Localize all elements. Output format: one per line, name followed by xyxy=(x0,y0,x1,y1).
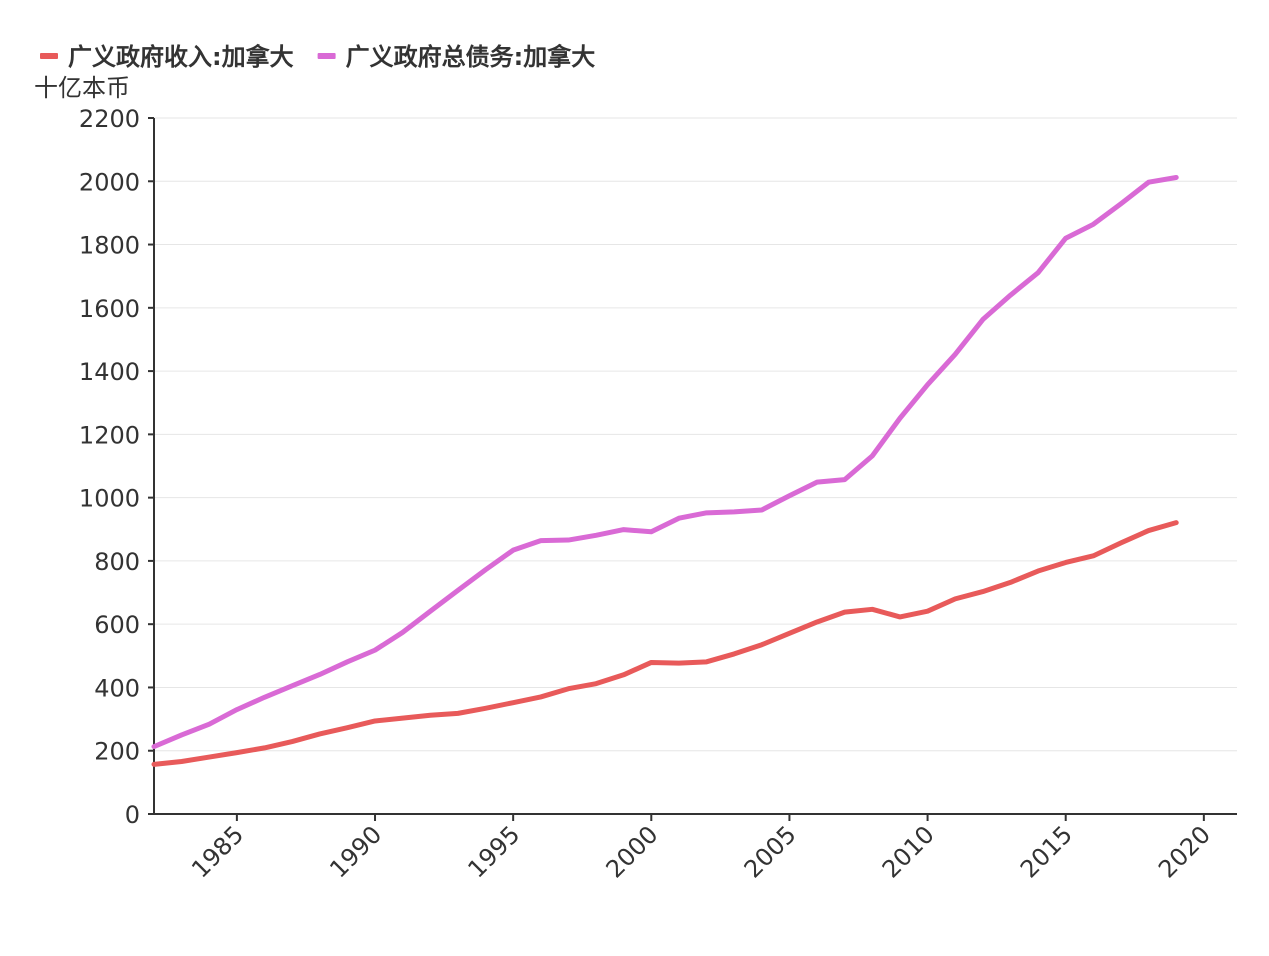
x-tick-label-2000: 2000 xyxy=(601,820,664,883)
legend-label-2: 广义政府总债务:加拿大 xyxy=(346,43,596,71)
x-tick-label-1985: 1985 xyxy=(186,820,249,883)
y-tick-label-0: 0 xyxy=(125,801,140,829)
legend: 广义政府收入:加拿大 广义政府总债务:加拿大 xyxy=(40,43,595,71)
y-tick-label-1000: 1000 xyxy=(79,485,140,513)
y-tick-label-600: 600 xyxy=(94,611,140,639)
y-tick-label-200: 200 xyxy=(94,738,140,766)
x-tick-label-2005: 2005 xyxy=(739,820,802,883)
y-tick-label-2200: 2200 xyxy=(79,105,140,133)
legend-swatch-2 xyxy=(317,53,336,59)
y-tick-label-800: 800 xyxy=(94,548,140,576)
x-tick-label-2010: 2010 xyxy=(877,820,940,883)
y-tick-label-2000: 2000 xyxy=(79,168,140,196)
series-line-2 xyxy=(151,174,1179,750)
x-axis-ticks: 1985 1990 1995 2000 2005 2010 2015 2020 xyxy=(186,814,1216,883)
y-tick-label-1800: 1800 xyxy=(79,232,140,260)
legend-label-1: 广义政府收入:加拿大 xyxy=(68,43,294,71)
series-line-1 xyxy=(151,520,1179,767)
y-axis-ticks: 0 200 400 600 800 1000 1200 1400 1600 1800 2000 220… xyxy=(79,105,154,829)
x-tick-label-1990: 1990 xyxy=(324,820,387,883)
series-lines xyxy=(151,174,1179,767)
legend-swatch-1 xyxy=(40,53,58,59)
y-axis-label: 十亿本币 xyxy=(34,74,130,102)
x-tick-label-1995: 1995 xyxy=(462,820,525,883)
y-tick-label-400: 400 xyxy=(94,674,140,702)
y-tick-label-1400: 1400 xyxy=(79,358,140,386)
x-tick-label-2020: 2020 xyxy=(1153,820,1216,883)
grid-lines xyxy=(154,117,1237,752)
y-tick-label-1600: 1600 xyxy=(79,295,140,323)
y-tick-label-1200: 1200 xyxy=(79,421,140,449)
x-tick-label-2015: 2015 xyxy=(1015,820,1078,883)
